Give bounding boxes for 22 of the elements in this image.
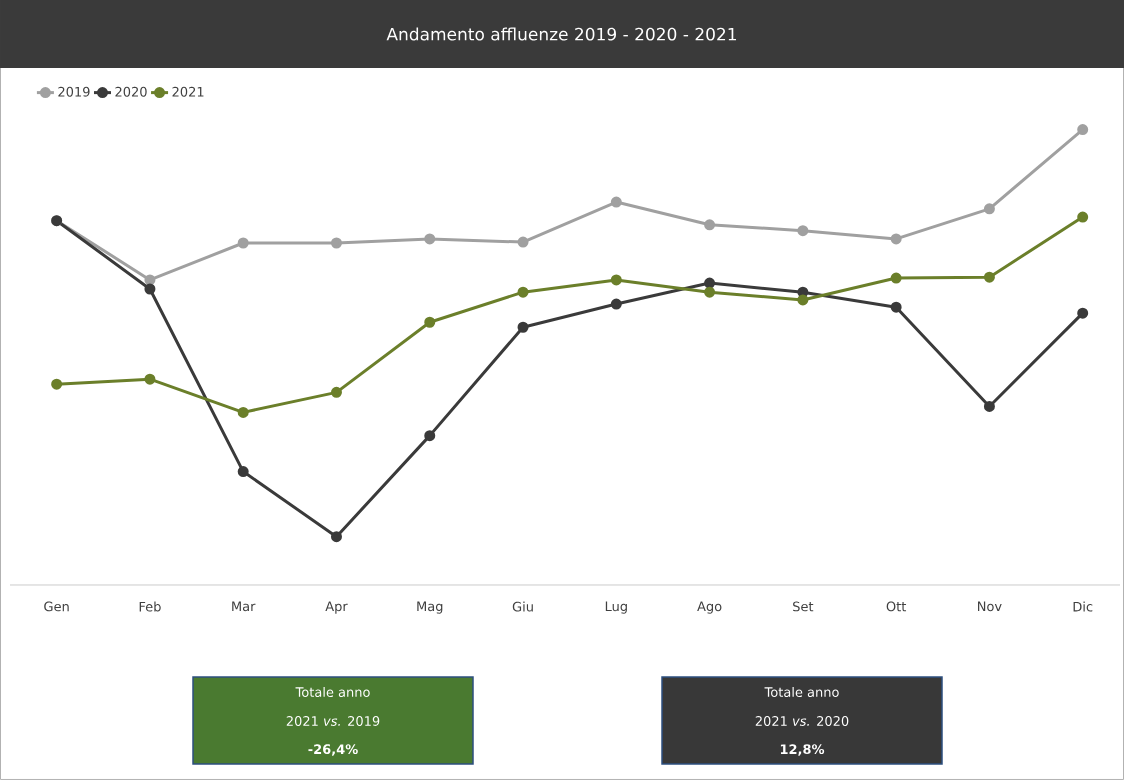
text: 2021 vs. 2020 (755, 716, 849, 726)
x-tick-label: Dic (1073, 601, 1093, 612)
legend-label: 2020 (115, 86, 147, 97)
x-tick-label: Apr (325, 601, 348, 614)
text: Totale anno (764, 686, 839, 698)
x-tick-label: Ott (886, 601, 907, 612)
chart-title: Andamento affluenze 2019 - 2020 - 2021 (386, 27, 737, 41)
text: Totale anno (295, 686, 370, 698)
text: 2021 vs. 2019 (286, 716, 380, 726)
x-tick-label: Lug (605, 601, 627, 614)
x-tick-label: Set (793, 601, 814, 612)
legend-label: 2019 (58, 86, 90, 97)
text: 12,8% (780, 744, 825, 756)
x-tick-label: Giu (512, 601, 533, 612)
x-tick-label: Mag (417, 601, 443, 614)
x-tick-label: Mar (232, 601, 256, 612)
x-tick-label: Feb (139, 601, 161, 612)
x-tick-label: Ago (697, 601, 722, 614)
legend-label: 2021 (172, 86, 204, 97)
text: -26,4% (308, 744, 358, 756)
x-tick-label: Nov (978, 601, 1002, 612)
x-tick-label: Gen (44, 601, 69, 612)
